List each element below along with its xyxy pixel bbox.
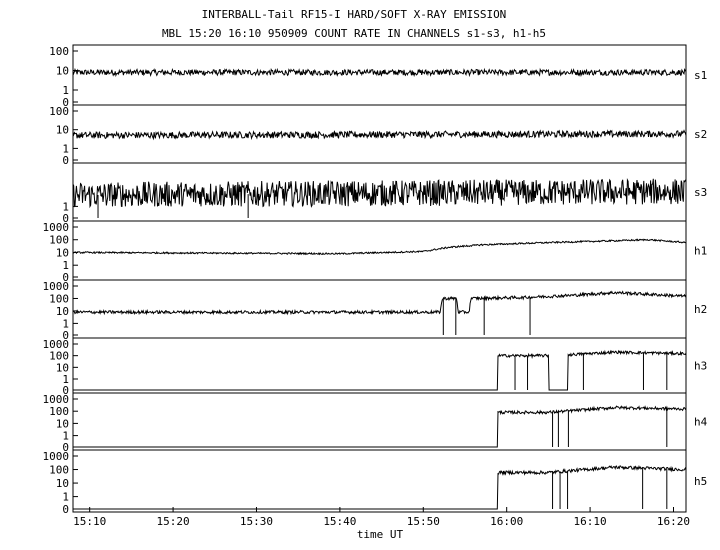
- y-tick-label: 1: [62, 430, 69, 443]
- y-tick-label: 10: [56, 124, 69, 137]
- y-tick-label: 100: [49, 45, 69, 58]
- chart-subtitle: MBL 15:20 16:10 950909 COUNT RATE IN CHA…: [162, 27, 546, 40]
- y-tick-label: 1: [62, 317, 69, 330]
- series-s2: [72, 129, 687, 141]
- x-axis-label: time UT: [357, 528, 404, 541]
- x-tick-label: 16:00: [490, 515, 523, 528]
- panel-s2: 100 10 10 s2: [49, 104, 707, 167]
- x-tick-label: 15:20: [157, 515, 190, 528]
- y-tick-label: 0: [62, 154, 69, 167]
- series-h1: [72, 238, 687, 256]
- x-tick-label: 15:50: [407, 515, 440, 528]
- x-tick-label: 16:20: [657, 515, 690, 528]
- series-h5: [73, 465, 687, 510]
- chart-title: INTERBALL-Tail RF15-I HARD/SOFT X-RAY EM…: [202, 8, 507, 21]
- y-tick-label: 10: [56, 417, 69, 430]
- y-tick-label: 100: [49, 292, 69, 305]
- panel-frame-h5: [72, 449, 687, 513]
- y-tick-label: 100: [49, 105, 69, 118]
- series-h4: [73, 405, 687, 448]
- series-s3: [72, 178, 687, 209]
- y-tick-label: 100: [49, 234, 69, 247]
- y-tick-label: 0: [62, 96, 69, 109]
- panel-s3: 10 s3: [62, 162, 707, 225]
- x-tick-label: 15:40: [323, 515, 356, 528]
- panel-frame-h3: [72, 337, 687, 394]
- y-tick-label: 0: [62, 329, 69, 342]
- time-axis: 15:10 15:20 15:30 15:40 15:50 16:00 16:10 16:20: [73, 507, 690, 528]
- y-tick-label: 10: [56, 477, 69, 490]
- x-tick-label: 15:10: [73, 515, 106, 528]
- y-tick-label: 1: [62, 491, 69, 504]
- channel-label-h3: h3: [694, 360, 707, 373]
- y-tick-label: 10: [56, 246, 69, 259]
- panel-frame-h1: [72, 220, 687, 281]
- channel-label-h4: h4: [694, 416, 708, 429]
- y-tick-label: 10: [56, 65, 69, 78]
- y-tick-label: 1: [62, 142, 69, 155]
- channel-label-s2: s2: [694, 128, 707, 141]
- y-tick-label: 1: [62, 200, 69, 213]
- y-tick-label: 0: [62, 441, 69, 454]
- channel-label-h1: h1: [694, 245, 707, 258]
- channel-label-s3: s3: [694, 186, 707, 199]
- series-s1: [72, 67, 687, 78]
- y-tick-label: 10: [56, 361, 69, 374]
- x-tick-label: 15:30: [240, 515, 273, 528]
- y-tick-label: 1: [62, 84, 69, 97]
- y-tick-label: 100: [49, 350, 69, 363]
- y-tick-label: 1000: [43, 450, 70, 463]
- y-tick-label: 0: [62, 271, 69, 284]
- y-tick-label: 10: [56, 305, 69, 318]
- panel-frame-h4: [72, 392, 687, 451]
- series-h2: [72, 290, 687, 316]
- channel-panels: 1001010s11001010s210s310001001010h110001…: [43, 44, 708, 516]
- y-tick-label: 100: [49, 464, 69, 477]
- y-tick-label: 1000: [43, 221, 70, 234]
- panel-frame-h2: [72, 279, 687, 339]
- x-tick-label: 16:10: [574, 515, 607, 528]
- y-tick-label: 1000: [43, 393, 70, 406]
- panel-s1: 100 10 10 s1: [49, 44, 707, 109]
- y-tick-label: 100: [49, 405, 69, 418]
- channel-label-h5: h5: [694, 475, 707, 488]
- y-tick-label: 1000: [43, 338, 70, 351]
- y-tick-label: 1000: [43, 280, 70, 293]
- series-h3: [73, 349, 687, 391]
- y-tick-label: 1: [62, 259, 69, 272]
- channel-label-h2: h2: [694, 303, 707, 316]
- channel-label-s1: s1: [694, 69, 707, 82]
- y-tick-label: 0: [62, 384, 69, 397]
- y-tick-label: 0: [62, 503, 69, 516]
- y-tick-label: 0: [62, 212, 69, 225]
- y-tick-label: 1: [62, 373, 69, 386]
